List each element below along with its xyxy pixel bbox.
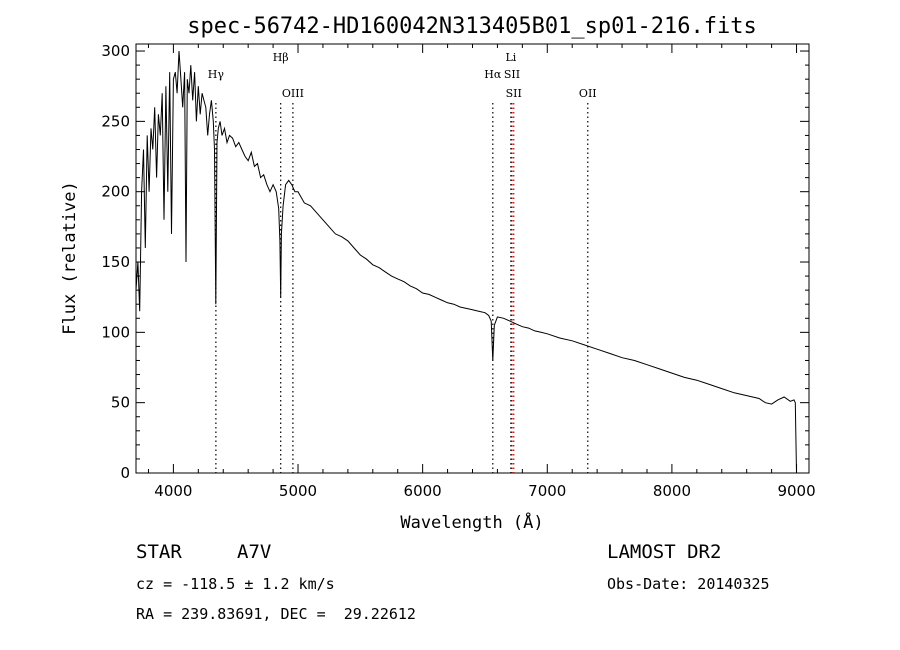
x-tick-label: 6000 xyxy=(404,482,442,500)
y-tick-label: 150 xyxy=(101,253,130,271)
axis-ticks: 4000 5000 6000 7000 8000 9000 0 50 100 150 200 250 3… xyxy=(101,42,815,500)
y-tick-label: 0 xyxy=(120,464,130,482)
plot-frame xyxy=(135,43,810,474)
redshift-velocity: cz = -118.5 ± 1.2 km/s xyxy=(136,575,335,593)
survey-name: LAMOST DR2 xyxy=(607,541,722,563)
spectral-line-label: Hα xyxy=(484,68,502,81)
spectrum-line xyxy=(135,50,797,474)
spectral-line-label: Hγ xyxy=(208,68,225,81)
x-tick-label: 9000 xyxy=(777,482,815,500)
spectral-line-label: OII xyxy=(579,87,597,100)
chart-title: spec-56742-HD160042N313405B01_sp01-216.f… xyxy=(187,14,757,39)
spectral-line-label: Hβ xyxy=(273,51,289,64)
x-axis-label: Wavelength (Å) xyxy=(400,511,543,533)
observation-date: Obs-Date: 20140325 xyxy=(607,575,770,593)
coordinates: RA = 239.83691, DEC = 29.22612 xyxy=(136,605,416,623)
spectral-line-label: Li xyxy=(505,51,516,64)
y-tick-label: 100 xyxy=(101,323,130,341)
x-tick-label: 5000 xyxy=(279,482,317,500)
x-tick-label: 4000 xyxy=(154,482,192,500)
spectral-subclass: A7V xyxy=(237,541,272,563)
spectral-line-label: SII xyxy=(504,68,520,81)
x-tick-label: 8000 xyxy=(653,482,691,500)
object-type: STAR xyxy=(136,541,182,563)
spectral-line-label: OIII xyxy=(282,87,304,100)
y-tick-label: 250 xyxy=(101,112,130,130)
x-tick-label: 7000 xyxy=(528,482,566,500)
y-tick-label: 200 xyxy=(101,183,130,201)
y-axis-label: Flux (relative) xyxy=(60,181,80,335)
y-tick-label: 50 xyxy=(111,394,130,412)
y-tick-label: 300 xyxy=(101,42,130,60)
spectral-line-label: SII xyxy=(506,87,522,100)
